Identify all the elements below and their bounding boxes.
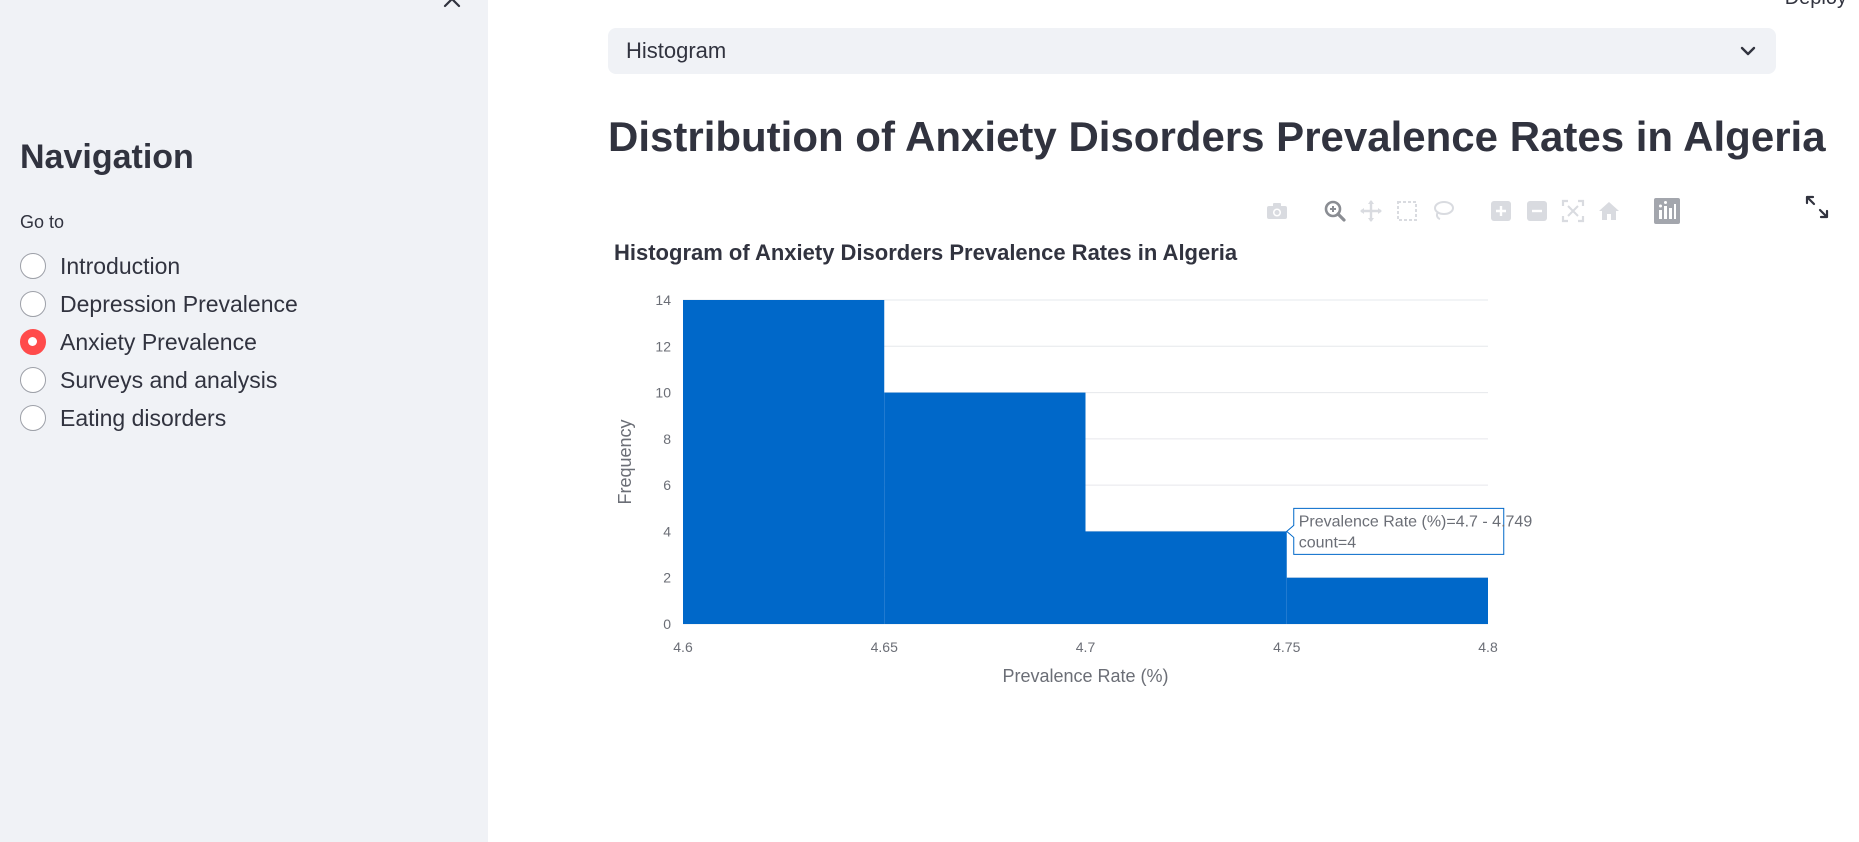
y-tick-label: 10	[655, 385, 671, 401]
radio-button[interactable]	[20, 253, 46, 279]
expand-icon	[1805, 195, 1829, 219]
radio-option-introduction[interactable]: Introduction	[20, 247, 298, 285]
box-select-button[interactable]	[1394, 198, 1420, 224]
radio-button[interactable]	[20, 405, 46, 431]
main-content: Deploy Histogram Distribution of Anxiety…	[488, 0, 1859, 842]
chevron-down-icon	[1740, 46, 1756, 56]
autoscale-button[interactable]	[1560, 198, 1586, 224]
pan-button[interactable]	[1358, 198, 1384, 224]
close-sidebar-button[interactable]	[437, 0, 467, 16]
zoom-icon	[1324, 200, 1346, 222]
download-plot-button[interactable]	[1264, 198, 1290, 224]
plotly-logo-icon	[1654, 198, 1680, 224]
histogram-bar[interactable]	[1085, 531, 1287, 624]
close-icon	[443, 0, 461, 8]
x-tick-label: 4.8	[1478, 639, 1498, 655]
y-tick-label: 6	[663, 477, 671, 493]
histogram-chart[interactable]: Histogram of Anxiety Disorders Prevalenc…	[608, 230, 1718, 830]
y-tick-label: 2	[663, 570, 671, 586]
radio-button[interactable]	[20, 329, 46, 355]
y-axis-label: Frequency	[615, 419, 635, 504]
chart-svg: Histogram of Anxiety Disorders Prevalenc…	[614, 240, 1533, 686]
zoom-in-icon	[1491, 201, 1511, 221]
y-tick-label: 14	[655, 292, 671, 308]
zoom-in-button[interactable]	[1488, 198, 1514, 224]
histogram-bar[interactable]	[884, 392, 1086, 624]
autoscale-icon	[1561, 199, 1585, 223]
y-tick-label: 0	[663, 616, 671, 632]
radio-group-label: Go to	[20, 212, 65, 232]
tooltip-line-2: count=4	[1299, 534, 1356, 551]
sidebar: Navigation Go to Introduction Depression …	[0, 0, 488, 842]
radio-option-surveys-and-analysis[interactable]: Surveys and analysis	[20, 361, 298, 399]
radio-option-label: Depression Prevalence	[60, 290, 298, 317]
histogram-bar[interactable]	[1286, 577, 1488, 624]
x-axis-label: Prevalence Rate (%)	[1002, 666, 1168, 686]
radio-option-depression-prevalence[interactable]: Depression Prevalence	[20, 285, 298, 323]
lasso-select-button[interactable]	[1430, 198, 1456, 224]
y-tick-label: 12	[655, 338, 671, 354]
chart-title: Histogram of Anxiety Disorders Prevalenc…	[614, 240, 1238, 265]
zoom-out-button[interactable]	[1524, 198, 1550, 224]
pan-icon	[1360, 200, 1382, 222]
histogram-bar[interactable]	[683, 300, 885, 624]
box-select-icon	[1397, 201, 1417, 221]
x-tick-label: 4.75	[1273, 639, 1300, 655]
zoom-out-icon	[1527, 201, 1547, 221]
radio-option-label: Anxiety Prevalence	[60, 328, 257, 355]
x-tick-label: 4.7	[1076, 639, 1096, 655]
sidebar-title: Navigation	[20, 138, 194, 176]
y-tick-label: 4	[663, 523, 671, 539]
radio-option-eating-disorders[interactable]: Eating disorders	[20, 399, 298, 437]
chart-type-select[interactable]: Histogram	[608, 28, 1776, 74]
home-icon	[1599, 202, 1619, 220]
camera-icon	[1267, 203, 1287, 219]
y-tick-label: 8	[663, 431, 671, 447]
radio-button[interactable]	[20, 291, 46, 317]
tooltip-line-1: Prevalence Rate (%)=4.7 - 4.749	[1299, 513, 1533, 530]
x-tick-label: 4.65	[871, 639, 898, 655]
page-title: Distribution of Anxiety Disorders Preval…	[608, 113, 1826, 160]
navigation-radio-group: Introduction Depression Prevalence Anxiety…	[20, 247, 298, 437]
lasso-icon	[1434, 201, 1454, 220]
tooltip-box	[1285, 507, 1505, 555]
radio-button[interactable]	[20, 367, 46, 393]
plotly-logo-button[interactable]	[1654, 198, 1680, 224]
hover-tooltip: Prevalence Rate (%)=4.7 - 4.749 count=4	[1285, 507, 1533, 555]
chart-type-select-value: Histogram	[626, 38, 727, 63]
reset-axes-button[interactable]	[1596, 198, 1622, 224]
radio-option-anxiety-prevalence[interactable]: Anxiety Prevalence	[20, 323, 298, 361]
radio-option-label: Introduction	[60, 252, 181, 279]
x-tick-label: 4.6	[673, 639, 693, 655]
deploy-button[interactable]: Deploy	[1785, 0, 1847, 10]
radio-option-label: Surveys and analysis	[60, 366, 278, 393]
chart-modebar	[1264, 198, 1690, 224]
zoom-button[interactable]	[1322, 198, 1348, 224]
radio-option-label: Eating disorders	[60, 404, 227, 431]
fullscreen-button[interactable]	[1804, 194, 1830, 220]
